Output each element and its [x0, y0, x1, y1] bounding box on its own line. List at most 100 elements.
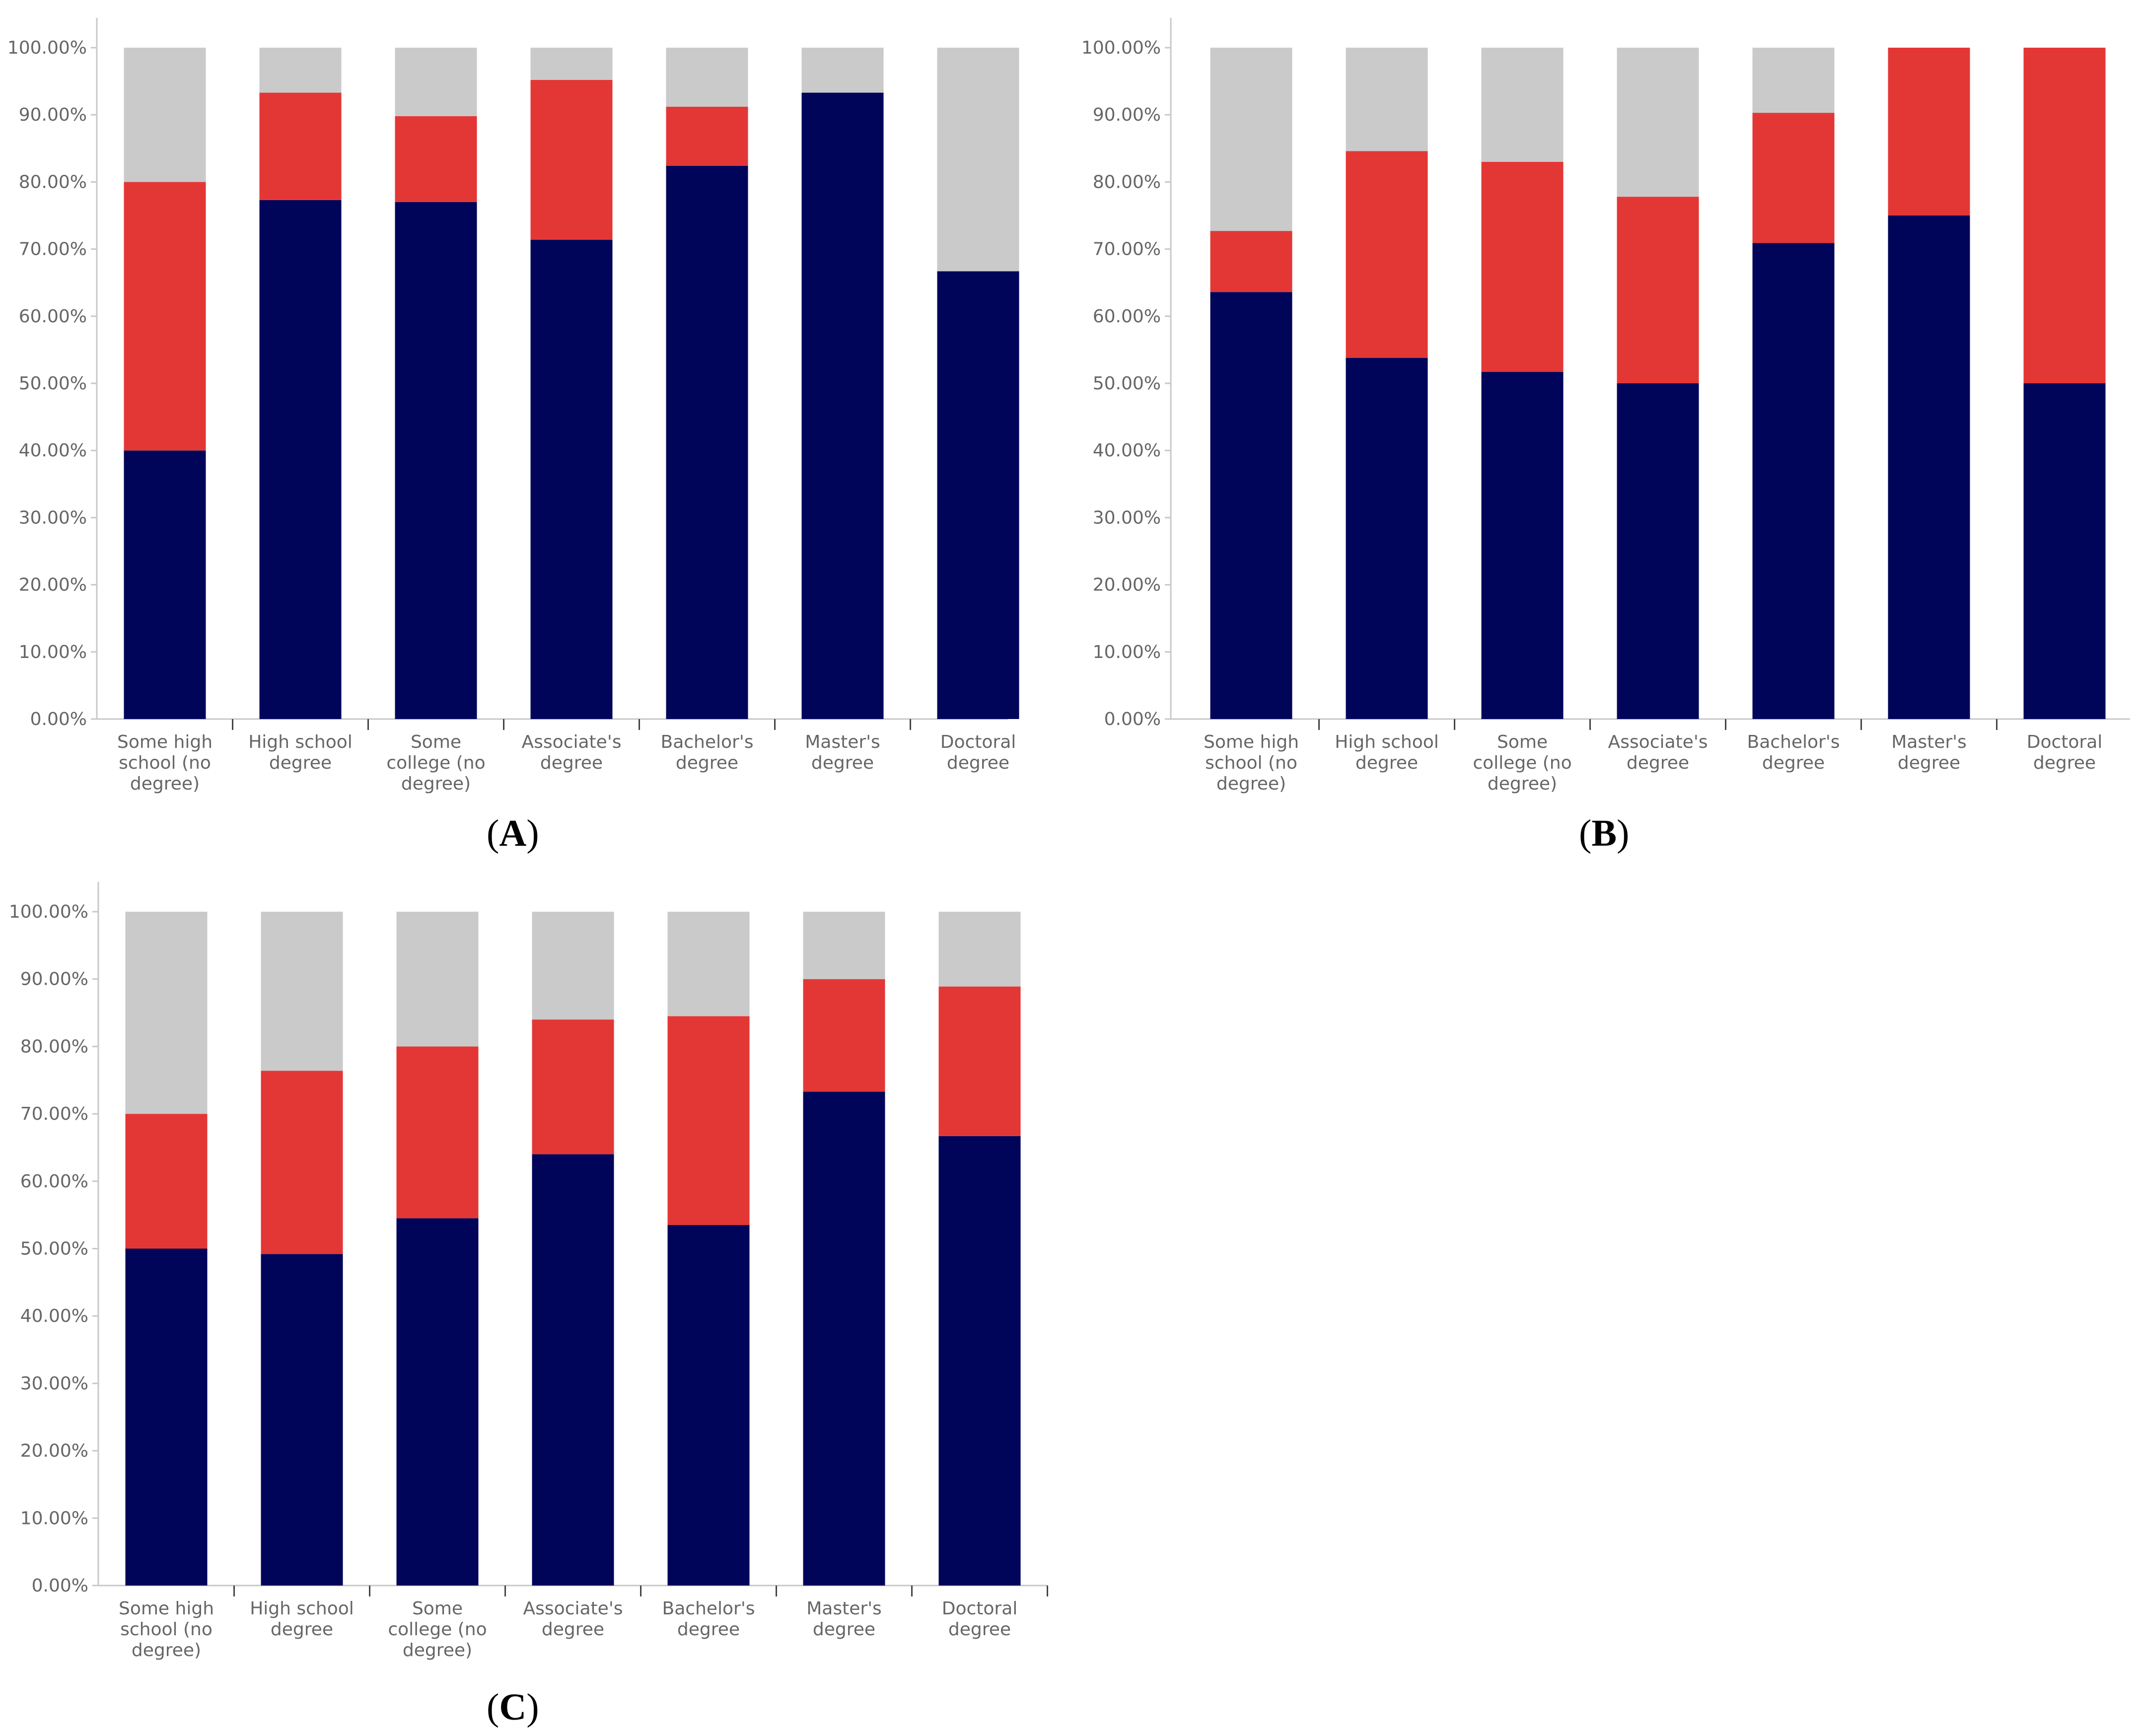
bar-segment-2 — [1210, 231, 1292, 292]
x-category-label: Bachelor's — [661, 732, 754, 752]
bar-segment-1 — [937, 271, 1019, 719]
y-tick-label: 100.00% — [1081, 38, 1161, 58]
bar-segment-3 — [1752, 48, 1835, 113]
x-category-label: degree — [813, 1619, 875, 1640]
bar-segment-2 — [1888, 48, 1970, 216]
y-tick-label: 50.00% — [19, 373, 87, 394]
bar-segment-1 — [396, 1218, 479, 1586]
bar-segment-2 — [1617, 197, 1699, 383]
bar-segment-3 — [259, 48, 342, 93]
bar-segment-3 — [124, 48, 206, 182]
bar-segment-1 — [1617, 383, 1699, 719]
bar-segment-2 — [124, 182, 206, 451]
x-category-label: degree — [1898, 753, 1960, 773]
x-category-label: school (no — [119, 753, 211, 773]
bar-segment-1 — [1752, 243, 1835, 719]
y-tick-label: 0.00% — [32, 1576, 88, 1596]
y-tick-label: 50.00% — [20, 1239, 88, 1259]
x-category-label: Some high — [119, 1598, 214, 1619]
y-tick-label: 80.00% — [1093, 172, 1161, 192]
x-category-label: degree — [2033, 753, 2096, 773]
bar-segment-2 — [530, 79, 613, 240]
y-tick-label: 40.00% — [19, 440, 87, 461]
x-category-label: college (no — [386, 753, 485, 773]
panel-caption-c: (C) — [487, 1686, 539, 1728]
panel-caption-b: (B) — [1579, 812, 1630, 854]
y-tick-label: 40.00% — [1093, 440, 1161, 461]
chart-panel-b: 0.00% 10.00% 20.00% 30.00% 40.00% 50.00% 60.00… — [1081, 0, 2141, 854]
x-category-label: degree — [948, 1619, 1011, 1640]
bar-segment-1 — [125, 1248, 208, 1586]
x-category-label: college (no — [388, 1619, 487, 1640]
x-category-label: degree) — [132, 1640, 201, 1661]
bar-segment-3 — [396, 912, 479, 1047]
bar-segment-2 — [1346, 151, 1428, 358]
x-category-label: degree — [677, 1619, 740, 1640]
x-category-label: Some high — [1204, 732, 1299, 752]
y-tick-label: 90.00% — [20, 969, 88, 990]
x-category-label: Associate's — [523, 1598, 623, 1619]
x-category-label: Bachelor's — [1747, 732, 1840, 752]
x-category-label: degree — [269, 753, 332, 773]
y-tick-label: 70.00% — [20, 1104, 88, 1124]
y-tick-label: 20.00% — [1093, 575, 1161, 595]
y-tick-label: 80.00% — [20, 1036, 88, 1057]
chart-panel-c: 0.00% 10.00% 20.00% 30.00% 40.00% 50.00% 60.00… — [0, 867, 1068, 1731]
bar-segment-2 — [666, 106, 748, 166]
x-category-label: degree) — [401, 774, 471, 794]
bar-segment-1 — [395, 202, 477, 720]
bar-segment-2 — [396, 1046, 479, 1219]
x-category-label: Bachelor's — [662, 1598, 755, 1619]
x-category-label: degree) — [1488, 774, 1557, 794]
x-category-label: Associate's — [522, 732, 622, 752]
bar-segment-1 — [666, 165, 748, 719]
x-category-label: High school — [1335, 732, 1439, 752]
y-tick-label: 30.00% — [19, 507, 87, 528]
x-category-label: Doctoral — [2027, 732, 2103, 752]
x-category-label: Some — [412, 1598, 463, 1619]
bar-segment-1 — [938, 1136, 1021, 1586]
x-category-label: Doctoral — [940, 732, 1016, 752]
bar-segment-3 — [801, 48, 884, 93]
bar-segment-2 — [938, 986, 1021, 1136]
x-category-label: Master's — [806, 1598, 882, 1619]
x-category-label: school (no — [120, 1619, 213, 1640]
x-category-label: school (no — [1205, 753, 1297, 773]
x-category-label: degree — [1762, 753, 1825, 773]
y-tick-label: 10.00% — [19, 642, 87, 662]
x-category-label: degree — [811, 753, 874, 773]
x-category-label: college (no — [1473, 753, 1571, 773]
y-tick-label: 60.00% — [1093, 306, 1161, 327]
x-category-label: High school — [248, 732, 353, 752]
y-tick-label: 20.00% — [19, 575, 87, 595]
bar-segment-3 — [395, 48, 477, 116]
y-tick-label: 30.00% — [20, 1374, 88, 1394]
bar-segment-3 — [1210, 48, 1292, 231]
y-tick-label: 60.00% — [20, 1171, 88, 1192]
bar-segment-2 — [667, 1016, 750, 1226]
x-category-label: High school — [250, 1598, 354, 1619]
bar-segment-2 — [125, 1114, 208, 1249]
bar-segment-1 — [259, 200, 342, 719]
bar-segment-2 — [2023, 48, 2106, 383]
bar-segment-3 — [530, 48, 613, 80]
stacked-bar-chart-c: 0.00% 10.00% 20.00% 30.00% 40.00% 50.00% 60.00… — [9, 882, 1048, 1661]
bar-segment-3 — [1617, 48, 1699, 197]
bar-segment-1 — [530, 239, 613, 719]
x-category-label: Master's — [805, 732, 880, 752]
x-category-label: Doctoral — [942, 1598, 1018, 1619]
bar-segment-1 — [124, 450, 206, 719]
bar-segment-2 — [1481, 161, 1564, 372]
bar-segment-2 — [532, 1019, 614, 1155]
bar-segment-2 — [1752, 113, 1835, 243]
bar-segment-3 — [1481, 48, 1564, 162]
x-category-label: degree — [271, 1619, 333, 1640]
bar-segment-1 — [1210, 292, 1292, 719]
x-category-label: degree — [676, 753, 738, 773]
x-category-label: degree — [947, 753, 1009, 773]
x-category-label: Master's — [1891, 732, 1967, 752]
y-tick-label: 70.00% — [19, 239, 87, 260]
bar-segment-3 — [938, 912, 1021, 987]
y-tick-label: 90.00% — [1093, 105, 1161, 125]
bar-segment-1 — [803, 1091, 885, 1586]
